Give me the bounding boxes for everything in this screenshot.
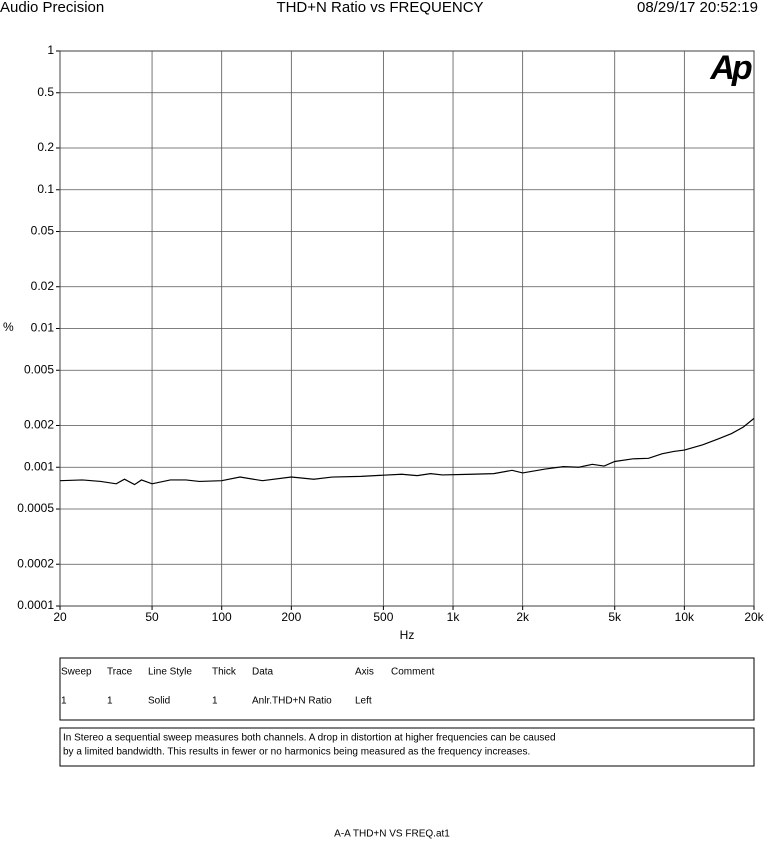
- legend-box: [59, 657, 755, 721]
- logo: Ap: [709, 49, 752, 87]
- header-date: 08/29/17 20:52:19: [637, 0, 758, 16]
- y-axis-label: %: [3, 320, 14, 334]
- y-tick-label: 0.0001: [17, 598, 54, 612]
- legend-header: Data: [252, 667, 274, 678]
- header-left: Audio Precision: [0, 0, 104, 16]
- legend-cell: 1: [107, 696, 113, 707]
- data-line: [59, 417, 755, 486]
- note-line: by a limited bandwidth. This results in …: [63, 747, 530, 758]
- x-tick-label: 1k: [447, 610, 461, 624]
- y-tick-label: 0.0002: [17, 556, 54, 570]
- legend-cell: Solid: [148, 696, 170, 707]
- legend-header: Thick: [212, 667, 237, 678]
- x-tick-label: 100: [212, 610, 232, 624]
- legend-cell: 1: [61, 696, 67, 707]
- x-tick-label: 10k: [675, 610, 695, 624]
- legend-header: Trace: [107, 667, 133, 678]
- y-tick-label: 0.05: [31, 224, 55, 238]
- y-tick-label: 0.01: [31, 321, 55, 335]
- y-tick-label: 0.02: [31, 279, 55, 293]
- y-tick-label: 0.1: [37, 182, 54, 196]
- y-tick-label: 0.001: [24, 459, 54, 473]
- legend-cell: 1: [212, 696, 218, 707]
- x-tick-label: 5k: [608, 610, 622, 624]
- y-tick-label: 1: [47, 43, 54, 57]
- note-box: [59, 727, 755, 767]
- chart-title: THD+N Ratio vs FREQUENCY: [276, 0, 483, 16]
- legend-cell: Left: [355, 696, 372, 707]
- note-line: In Stereo a sequential sweep measures bo…: [63, 733, 556, 744]
- x-tick-label: 2k: [516, 610, 530, 624]
- legend-cell: Anlr.THD+N Ratio: [252, 696, 332, 707]
- x-tick-label: 500: [373, 610, 393, 624]
- legend-header: Line Style: [148, 667, 192, 678]
- x-tick-label: 200: [281, 610, 301, 624]
- footer: A-A THD+N VS FREQ.at1: [334, 829, 450, 840]
- x-tick-label: 20k: [744, 610, 764, 624]
- y-tick-label: 0.002: [24, 418, 54, 432]
- legend-header: Comment: [391, 667, 435, 678]
- x-tick-label: 20: [53, 610, 67, 624]
- x-axis-label: Hz: [400, 628, 415, 642]
- legend-header: Sweep: [61, 667, 92, 678]
- y-tick-label: 0.005: [24, 362, 54, 376]
- y-tick-label: 0.2: [37, 140, 54, 154]
- legend-header: Axis: [355, 667, 374, 678]
- y-tick-label: 0.0005: [17, 501, 54, 515]
- y-tick-label: 0.5: [37, 85, 54, 99]
- x-tick-label: 50: [145, 610, 159, 624]
